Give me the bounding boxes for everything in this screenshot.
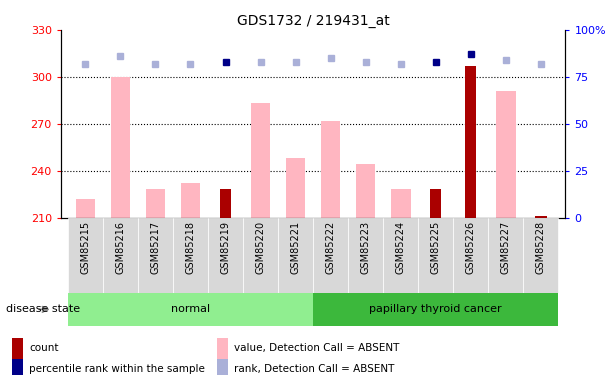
Bar (208, 217, 243, 292)
Bar (173, 217, 208, 292)
Text: GSM85224: GSM85224 (396, 221, 406, 274)
Bar (496, 91, 516, 218)
Text: count: count (29, 343, 58, 353)
Text: GSM85226: GSM85226 (466, 221, 476, 274)
Bar (181, 183, 200, 218)
Bar (488, 217, 523, 292)
Text: GSM85217: GSM85217 (150, 221, 161, 274)
Bar (454, 217, 488, 292)
Bar (313, 292, 558, 326)
Bar (286, 158, 305, 218)
Bar (68, 292, 313, 326)
Text: GSM85222: GSM85222 (326, 221, 336, 274)
Bar (216, 338, 227, 358)
Bar (138, 217, 173, 292)
Text: disease state: disease state (6, 304, 80, 314)
Text: GSM85225: GSM85225 (431, 221, 441, 274)
Bar (313, 217, 348, 292)
Text: normal: normal (171, 304, 210, 314)
Bar (216, 358, 227, 375)
Bar (111, 77, 130, 218)
Bar (321, 121, 340, 218)
Bar (103, 217, 138, 292)
Text: GSM85228: GSM85228 (536, 221, 546, 274)
Bar (250, 104, 271, 218)
Text: GSM85219: GSM85219 (221, 221, 230, 274)
Bar (348, 217, 383, 292)
Text: rank, Detection Call = ABSENT: rank, Detection Call = ABSENT (233, 364, 394, 374)
Bar (523, 217, 558, 292)
Bar (465, 66, 477, 218)
Text: GSM85223: GSM85223 (361, 221, 371, 274)
Text: GSM85221: GSM85221 (291, 221, 300, 274)
Bar (430, 189, 441, 217)
Bar (278, 217, 313, 292)
Bar (243, 217, 278, 292)
Text: value, Detection Call = ABSENT: value, Detection Call = ABSENT (233, 343, 399, 353)
Bar (418, 217, 454, 292)
Text: GSM85227: GSM85227 (501, 221, 511, 274)
Text: GSM85220: GSM85220 (255, 221, 266, 274)
Title: GDS1732 / 219431_at: GDS1732 / 219431_at (237, 13, 390, 28)
Text: percentile rank within the sample: percentile rank within the sample (29, 364, 205, 374)
Bar (68, 217, 103, 292)
Bar (356, 164, 376, 218)
Text: GSM85215: GSM85215 (80, 221, 91, 274)
Bar (391, 189, 410, 217)
Bar (75, 199, 95, 217)
Bar (383, 217, 418, 292)
Text: papillary thyroid cancer: papillary thyroid cancer (370, 304, 502, 314)
Bar (535, 216, 547, 217)
Bar (12, 338, 23, 358)
Bar (12, 358, 23, 375)
Bar (220, 189, 231, 217)
Text: GSM85218: GSM85218 (185, 221, 195, 274)
Text: GSM85216: GSM85216 (116, 221, 125, 274)
Bar (145, 189, 165, 217)
